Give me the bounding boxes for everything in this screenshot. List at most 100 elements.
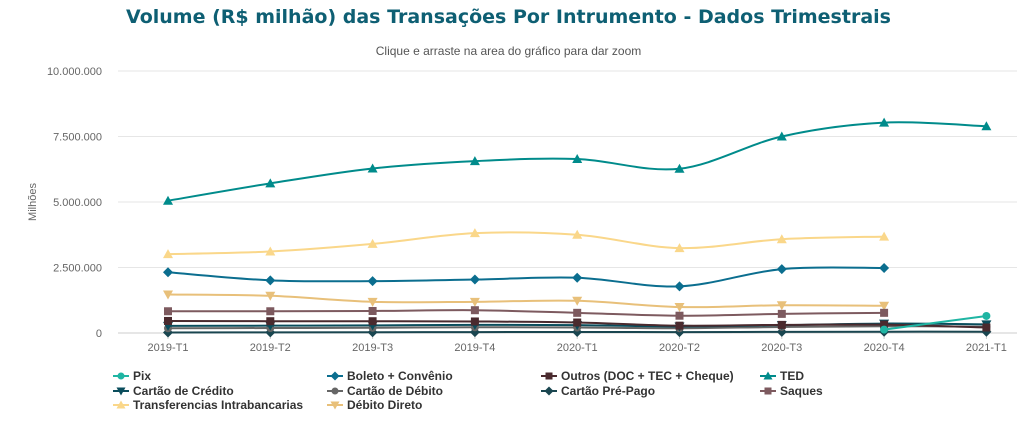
data-point[interactable] [675,311,684,320]
series-boleto-conv-nio[interactable] [163,263,890,292]
data-point[interactable] [982,323,991,332]
data-point[interactable] [163,195,173,205]
data-point[interactable] [265,291,276,301]
data-point[interactable] [470,317,479,326]
legend-item[interactable]: Boleto + Convênio [327,369,453,383]
y-axis: 0 2.500.000 5.000.000 7.500.000 10.000.000 Mi… [27,66,102,340]
data-point[interactable] [470,306,479,315]
series-layer [163,117,992,338]
data-point[interactable] [776,234,787,244]
series-line[interactable] [167,266,885,288]
data-point[interactable] [164,307,172,316]
legend-label: Pix [133,369,152,383]
x-tick-label: 2019-T4 [454,342,495,354]
data-point[interactable] [266,317,275,326]
data-point[interactable] [880,325,889,334]
data-point[interactable] [777,320,786,329]
data-point[interactable] [163,290,173,300]
legend-item[interactable]: Débito Direto [327,398,422,412]
data-point[interactable] [164,316,172,325]
data-point[interactable] [163,267,173,278]
legend-item[interactable]: Cartão de Crédito [113,384,234,398]
legend-marker-icon [113,400,129,409]
data-point[interactable] [674,243,685,253]
data-point[interactable] [879,301,890,311]
data-point[interactable] [266,307,275,316]
legend-marker-icon [327,401,343,410]
series-line[interactable] [167,309,885,317]
series-saques[interactable] [164,306,889,320]
data-point [545,372,553,380]
legend-item[interactable]: Transferencias Intrabancarias [113,398,303,412]
x-tick-label: 2019-T2 [250,342,291,354]
legend-item[interactable]: TED [760,369,804,383]
data-point[interactable] [572,154,583,164]
data-point[interactable] [674,163,685,173]
legend-marker-icon [113,387,129,395]
data-point[interactable] [879,231,890,241]
data-point[interactable] [469,228,480,238]
data-point[interactable] [776,264,787,275]
series-ted[interactable] [163,117,992,205]
legend-item[interactable]: Saques [760,384,823,398]
legend-item[interactable]: Cartão de Débito [327,384,443,398]
series-d-bito-direto[interactable] [163,290,890,313]
data-point[interactable] [880,308,889,317]
data-point[interactable] [880,320,889,329]
data-point[interactable] [879,263,890,274]
data-point [116,400,126,409]
data-point[interactable] [981,121,992,131]
data-point[interactable] [367,276,378,287]
data-point[interactable] [674,281,685,292]
series-line[interactable] [167,293,885,309]
data-point[interactable] [982,311,991,320]
y-tick-label: 10.000.000 [47,66,102,78]
legend-item[interactable]: Outros (DOC + TEC + Cheque) [541,369,734,383]
data-point[interactable] [368,317,377,326]
series-transferencias-intrabancarias[interactable] [163,228,890,259]
data-point[interactable] [776,301,787,311]
data-point[interactable] [265,178,276,188]
data-point[interactable] [572,229,583,239]
data-point[interactable] [163,249,173,259]
data-point[interactable] [573,308,582,317]
data-point[interactable] [879,117,890,127]
chart-subtitle: Clique e arraste na area do gráfico para… [375,44,642,58]
legend-marker-icon [541,386,557,395]
data-point[interactable] [367,163,378,173]
data-point[interactable] [469,156,480,166]
y-tick-label: 0 [96,328,102,340]
data-point [330,371,340,381]
data-point[interactable] [776,131,787,141]
series-line[interactable] [167,231,885,256]
data-point[interactable] [469,274,480,285]
data-point[interactable] [367,297,378,307]
data-point[interactable] [777,309,786,318]
data-point [544,386,554,395]
data-point[interactable] [573,318,582,327]
data-point [330,401,340,410]
data-point[interactable] [469,297,480,307]
legend-item[interactable]: Pix [113,369,151,383]
data-point[interactable] [265,275,276,286]
data-point[interactable] [674,303,685,313]
data-point[interactable] [572,296,583,306]
data-point[interactable] [675,321,684,330]
series-pix[interactable] [880,311,991,334]
data-point[interactable] [368,306,377,315]
series-outros-doc-tec-cheque-[interactable] [164,316,991,332]
data-point[interactable] [265,246,276,256]
series-line[interactable] [883,314,987,331]
legend-label: Cartão de Débito [347,383,444,398]
gridlines [118,70,1017,334]
x-tick-label: 2020-T1 [557,342,598,354]
x-tick-label: 2019-T1 [148,342,189,354]
legend-label: Boleto + Convênio [347,369,453,383]
chart-title: Volume (R$ milhão) das Transações Por In… [126,6,891,28]
y-tick-label: 2.500.000 [53,263,102,275]
legend-item[interactable]: Cartão Pré-Pago [541,384,655,398]
data-point[interactable] [367,238,378,248]
legend-label: Cartão Pré-Pago [561,383,656,398]
data-point[interactable] [572,272,583,283]
